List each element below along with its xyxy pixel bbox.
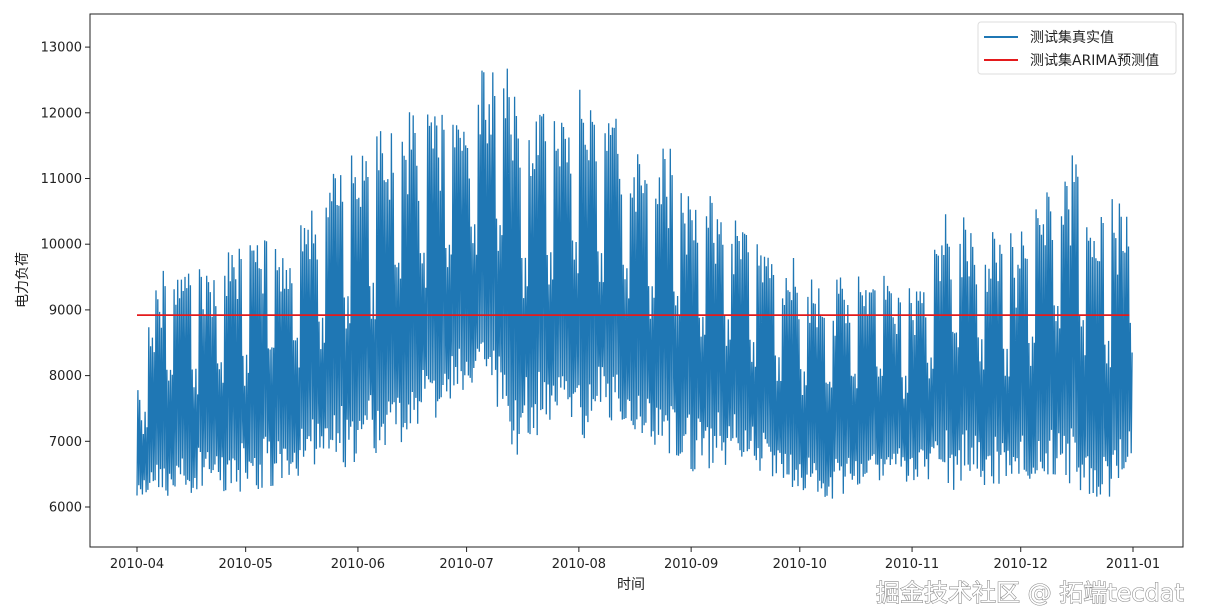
plot-frame xyxy=(89,13,1184,548)
x-tick-label: 2010-08 xyxy=(552,557,606,572)
y-tick-label: 8000 xyxy=(49,369,82,384)
y-axis-label: 电力负荷 xyxy=(15,252,31,308)
legend-box xyxy=(977,21,1177,75)
y-tick-label: 11000 xyxy=(41,172,82,187)
true-values-polyline xyxy=(136,68,1133,499)
x-tick-label: 2010-07 xyxy=(439,557,493,572)
x-tick-label: 2010-09 xyxy=(664,557,718,572)
legend: 测试集真实值 测试集ARIMA预测值 xyxy=(977,21,1177,75)
x-tick-label: 2010-04 xyxy=(110,557,164,572)
y-tick-label: 10000 xyxy=(41,238,82,253)
x-tick-label: 2010-06 xyxy=(331,557,385,572)
x-tick-label: 2011-01 xyxy=(1106,557,1160,572)
watermark: 掘金技术社区 @ 拓端tecdat xyxy=(876,579,1184,607)
y-axis: 6000 7000 8000 9000 10000 11000 12000 13000 xyxy=(41,41,90,516)
y-tick-label: 7000 xyxy=(49,435,82,450)
y-tick-label: 13000 xyxy=(41,41,82,56)
y-tick-label: 6000 xyxy=(49,501,82,516)
x-tick-label: 2010-05 xyxy=(218,557,272,572)
x-tick-label: 2010-11 xyxy=(885,557,939,572)
legend-label-pred: 测试集ARIMA预测值 xyxy=(1030,52,1159,69)
y-tick-label: 9000 xyxy=(49,303,82,318)
y-tick-label: 12000 xyxy=(41,106,82,121)
x-tick-label: 2010-10 xyxy=(773,557,827,572)
legend-label-true: 测试集真实值 xyxy=(1030,29,1114,46)
series-true-values-line xyxy=(136,68,1133,499)
x-axis: 2010-04 2010-05 2010-06 2010-07 2010-08 2010-… xyxy=(110,547,1160,572)
x-axis-label: 时间 xyxy=(617,577,645,593)
x-tick-label: 2010-12 xyxy=(994,557,1048,572)
